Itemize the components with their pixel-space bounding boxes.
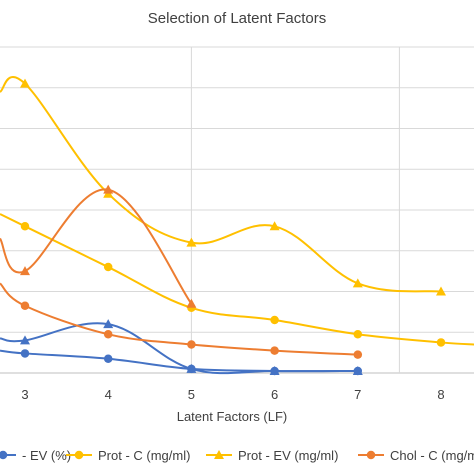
chart-title: Selection of Latent Factors	[148, 10, 326, 27]
data-point	[20, 301, 30, 311]
x-axis-title: Latent Factors (LF)	[177, 409, 288, 424]
series-3	[0, 76, 446, 296]
data-point	[20, 349, 30, 358]
x-tick-label: 6	[271, 387, 278, 402]
data-point	[187, 340, 196, 349]
data-point	[20, 78, 30, 88]
data-point	[352, 278, 363, 288]
data-point	[187, 364, 196, 374]
x-tick-label: 3	[21, 387, 28, 402]
data-point	[436, 286, 446, 296]
series-line	[0, 322, 358, 375]
series-0	[0, 319, 363, 375]
legend-item: - EV (%)	[0, 448, 71, 463]
series-layer	[0, 76, 474, 376]
legend-label: - EV (%)	[22, 448, 71, 463]
legend-item: Prot - EV (mg/ml)	[206, 448, 338, 463]
legend-marker	[74, 450, 84, 460]
data-point	[270, 346, 279, 355]
series-line	[0, 213, 474, 346]
series-line	[0, 188, 193, 305]
legend-label: Prot - C (mg/ml)	[98, 448, 190, 463]
data-point	[270, 366, 279, 376]
data-point	[20, 335, 30, 345]
legend-item: Chol - C (mg/ml	[358, 448, 474, 463]
data-point	[20, 222, 30, 231]
x-tick-label: 4	[105, 387, 112, 402]
series-line	[0, 282, 358, 356]
data-point	[20, 266, 30, 276]
data-point	[103, 262, 113, 272]
data-point	[269, 221, 280, 231]
x-tick-label: 8	[437, 387, 444, 402]
data-point	[103, 319, 114, 329]
series-line	[0, 349, 358, 373]
x-tick-label: 5	[188, 387, 195, 402]
data-point	[353, 350, 363, 359]
legend: - EV (%) Prot - C (mg/ml) Prot - EV (mg/ml…	[0, 448, 474, 463]
data-point	[270, 315, 279, 325]
data-point	[103, 354, 113, 363]
x-axis-ticks: 3 4 5 6 7 8	[21, 387, 444, 402]
gridlines	[0, 46, 474, 374]
series-line	[0, 76, 442, 293]
legend-label: Chol - C (mg/ml	[390, 448, 474, 463]
data-point	[353, 330, 363, 339]
x-tick-label: 7	[354, 387, 361, 402]
data-point	[103, 330, 113, 339]
legend-marker	[366, 450, 376, 460]
data-point	[186, 298, 197, 308]
data-point	[103, 184, 114, 194]
series-5	[0, 184, 197, 308]
legend-label: Prot - EV (mg/ml)	[238, 448, 338, 463]
data-point	[186, 237, 197, 247]
legend-item: Prot - C (mg/ml)	[66, 448, 190, 463]
data-point	[436, 338, 446, 347]
series-4	[0, 282, 363, 359]
series-1	[0, 349, 363, 376]
data-point	[353, 366, 363, 376]
legend-marker	[214, 450, 224, 459]
legend-marker	[0, 450, 8, 460]
